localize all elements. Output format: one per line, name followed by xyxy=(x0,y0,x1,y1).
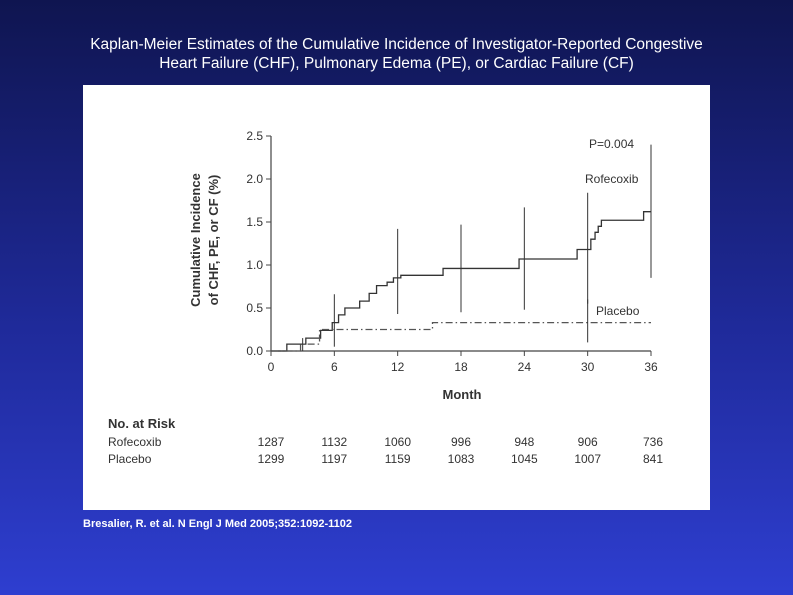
ci-layer xyxy=(302,144,652,351)
risk-value-rofecoxib: 906 xyxy=(578,435,598,449)
risk-value-rofecoxib: 1060 xyxy=(384,435,411,449)
x-tick-label: 12 xyxy=(391,360,405,374)
y-tick-label: 0.0 xyxy=(246,344,263,358)
risk-row-label-rofecoxib: Rofecoxib xyxy=(108,435,162,449)
y-tick-label: 0.5 xyxy=(246,301,263,315)
risk-value-rofecoxib: 736 xyxy=(643,435,663,449)
risk-value-placebo: 1045 xyxy=(511,452,538,466)
risk-row-label-placebo: Placebo xyxy=(108,452,152,466)
risk-value-placebo: 1299 xyxy=(258,452,285,466)
y-tick-label: 2.0 xyxy=(246,172,263,186)
risk-value-rofecoxib: 1287 xyxy=(258,435,285,449)
risk-value-rofecoxib: 996 xyxy=(451,435,471,449)
series-layer xyxy=(271,211,651,352)
x-tick-label: 24 xyxy=(518,360,532,374)
risk-value-placebo: 1159 xyxy=(385,452,411,466)
x-tick-label: 0 xyxy=(268,360,275,374)
y-tick-label: 1.0 xyxy=(246,258,263,272)
risk-value-placebo: 1197 xyxy=(321,452,347,466)
slide-title-line-1: Kaplan-Meier Estimates of the Cumulative… xyxy=(90,36,703,53)
x-tick-label: 18 xyxy=(454,360,468,374)
x-axis-label: Month xyxy=(443,387,482,402)
risk-value-rofecoxib: 1132 xyxy=(321,435,347,449)
risk-table-heading: No. at Risk xyxy=(108,416,176,431)
slide-title-line-2: Heart Failure (CHF), Pulmonary Edema (PE… xyxy=(159,55,634,72)
risk-table-values: 1287 1132 1060 996 948 906 736 1299 1197 1159 1083… xyxy=(258,435,664,466)
figure-panel: 0 6 12 18 24 30 36 0.0 0.5 1.0 1.5 2.0 2.5 P=0.004 R… xyxy=(83,85,710,510)
kaplan-meier-chart: 0 6 12 18 24 30 36 0.0 0.5 1.0 1.5 2.0 2.5 P=0.004 R… xyxy=(108,129,664,466)
x-tick-label: 30 xyxy=(581,360,595,374)
x-tick-label: 6 xyxy=(331,360,338,374)
slide-title: Kaplan-Meier Estimates of the Cumulative… xyxy=(0,35,793,73)
risk-value-rofecoxib: 948 xyxy=(514,435,534,449)
series-label-rofecoxib: Rofecoxib xyxy=(585,172,639,186)
risk-value-placebo: 1007 xyxy=(574,452,601,466)
y-axis-label-line-1: Cumulative Incidence xyxy=(188,173,203,307)
series-line-rofecoxib xyxy=(271,211,651,352)
risk-value-placebo: 1083 xyxy=(448,452,475,466)
y-tick-label: 2.5 xyxy=(246,129,263,143)
series-line-placebo xyxy=(271,321,651,352)
series-label-placebo: Placebo xyxy=(596,304,640,318)
citation: Bresalier, R. et al. N Engl J Med 2005;3… xyxy=(83,518,353,530)
x-tick-label: 36 xyxy=(644,360,658,374)
y-tick-label: 1.5 xyxy=(246,215,263,229)
axes-layer: 0 6 12 18 24 30 36 0.0 0.5 1.0 1.5 2.0 2.5 xyxy=(246,129,658,374)
y-axis-label-line-2: of CHF, PE, or CF (%) xyxy=(206,175,221,306)
p-value-label: P=0.004 xyxy=(589,137,634,151)
risk-value-placebo: 841 xyxy=(643,452,663,466)
